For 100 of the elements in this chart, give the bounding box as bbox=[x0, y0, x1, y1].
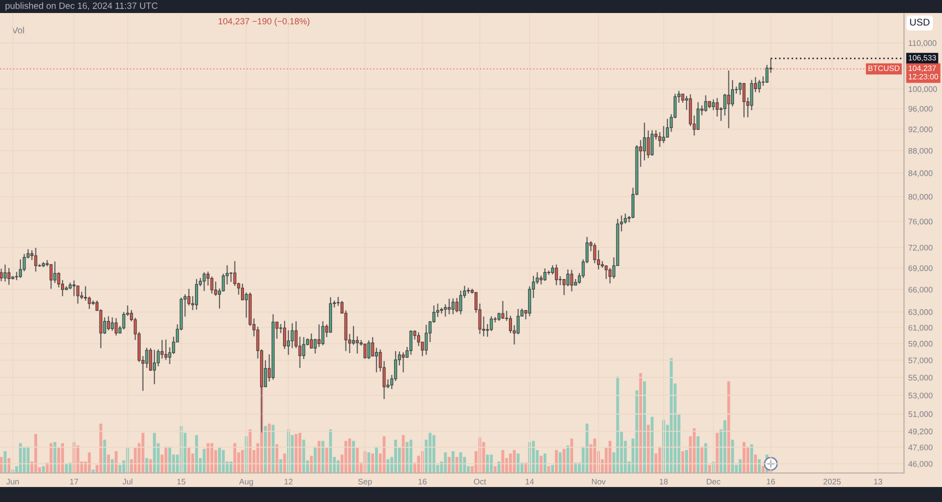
x-tick-label: 18 bbox=[660, 478, 668, 484]
bar bbox=[750, 444, 754, 473]
x-tick-label: Jul bbox=[122, 478, 132, 484]
bar bbox=[738, 459, 742, 473]
y-tick-label: 55,000 bbox=[908, 374, 932, 382]
bar bbox=[107, 454, 110, 473]
y-tick-label: 57,000 bbox=[908, 358, 932, 364]
y-tick-label: 51,000 bbox=[908, 411, 932, 418]
y-tick-label: 72,000 bbox=[908, 244, 932, 252]
candlestick bbox=[0, 268, 3, 282]
candlestick bbox=[554, 264, 558, 286]
candlestick bbox=[712, 98, 715, 111]
bar bbox=[42, 466, 45, 473]
chart-title: Vol bbox=[12, 26, 24, 34]
bar bbox=[61, 443, 64, 473]
x-tick-label: Oct bbox=[474, 478, 486, 484]
bar bbox=[386, 459, 390, 473]
bar bbox=[551, 464, 554, 473]
bar bbox=[494, 466, 497, 473]
bar bbox=[294, 434, 298, 473]
candlestick bbox=[149, 348, 152, 372]
bar bbox=[432, 435, 436, 473]
bar bbox=[352, 440, 355, 473]
text: published on Dec 16, 2024 11:37 UTC bbox=[6, 2, 158, 11]
bar bbox=[248, 429, 252, 473]
candlestick bbox=[164, 339, 168, 360]
bar bbox=[554, 450, 558, 473]
candlestick bbox=[34, 247, 38, 272]
bar bbox=[409, 440, 412, 473]
x-tick-label: Aug bbox=[239, 478, 253, 486]
bar bbox=[344, 440, 348, 473]
bar bbox=[762, 466, 765, 473]
candlestick bbox=[214, 280, 218, 296]
candlestick bbox=[187, 288, 190, 306]
y-tick-label: 49,200 bbox=[908, 428, 932, 436]
y-tick-label: 69,000 bbox=[908, 265, 932, 272]
candlestick bbox=[758, 79, 761, 94]
bar bbox=[532, 440, 535, 473]
y-tick-label: 66,000 bbox=[908, 286, 932, 294]
bar bbox=[336, 460, 340, 473]
candlestick bbox=[53, 260, 56, 284]
y-tick-label: 46,000 bbox=[908, 461, 932, 468]
bar bbox=[543, 453, 546, 473]
candlestick bbox=[704, 94, 708, 112]
candlestick bbox=[110, 316, 114, 332]
bar bbox=[754, 454, 757, 473]
bar bbox=[375, 446, 378, 473]
candlestick bbox=[455, 297, 458, 313]
bar bbox=[26, 446, 30, 473]
bar bbox=[540, 456, 543, 473]
candlestick bbox=[444, 304, 447, 318]
candlestick bbox=[210, 276, 214, 294]
candlestick bbox=[624, 213, 627, 224]
bar bbox=[321, 440, 324, 473]
candlestick bbox=[666, 118, 669, 138]
candlestick bbox=[742, 82, 746, 118]
annotation: 104,237 −190 (−0.18%) bbox=[218, 18, 310, 26]
bar bbox=[7, 458, 10, 473]
bar bbox=[164, 446, 168, 473]
y-tick-label: 61,000 bbox=[908, 324, 932, 332]
bar bbox=[264, 426, 267, 473]
bar bbox=[202, 448, 206, 473]
x-tick-label: 14 bbox=[526, 478, 534, 484]
y-tick-label: 100,000 bbox=[908, 86, 937, 93]
y-tick-label: 92,000 bbox=[908, 126, 932, 134]
bar bbox=[329, 429, 332, 473]
bar bbox=[152, 432, 156, 473]
bar bbox=[222, 450, 225, 473]
candlestick bbox=[646, 130, 650, 159]
bar bbox=[406, 442, 409, 473]
candlestick bbox=[114, 318, 118, 336]
candlestick bbox=[662, 126, 666, 144]
y-tick-label: 63,000 bbox=[908, 309, 932, 316]
candlestick bbox=[570, 269, 574, 292]
x-tick-label: Nov bbox=[592, 478, 606, 484]
bar bbox=[696, 436, 700, 473]
candlestick bbox=[363, 343, 366, 360]
candlestick bbox=[731, 80, 734, 107]
bar bbox=[241, 450, 244, 473]
y-tick-label: 84,000 bbox=[908, 170, 932, 178]
bar bbox=[382, 436, 386, 473]
bar bbox=[463, 456, 466, 473]
y-tick-label: 47,600 bbox=[908, 444, 932, 452]
candlestick bbox=[604, 264, 608, 280]
bar bbox=[566, 445, 570, 473]
bar bbox=[516, 453, 520, 473]
bar bbox=[149, 459, 152, 473]
candlestick bbox=[608, 268, 612, 284]
candlestick bbox=[490, 316, 493, 332]
x-tick-label: 16 bbox=[766, 478, 775, 484]
bar bbox=[18, 443, 22, 473]
candlestick bbox=[88, 296, 91, 310]
bar bbox=[76, 445, 80, 473]
bar bbox=[394, 440, 398, 473]
bar bbox=[486, 454, 489, 473]
bar bbox=[272, 424, 275, 473]
bar bbox=[452, 451, 454, 473]
candlestick bbox=[72, 280, 76, 297]
candlestick bbox=[310, 332, 313, 350]
bar bbox=[371, 453, 374, 473]
